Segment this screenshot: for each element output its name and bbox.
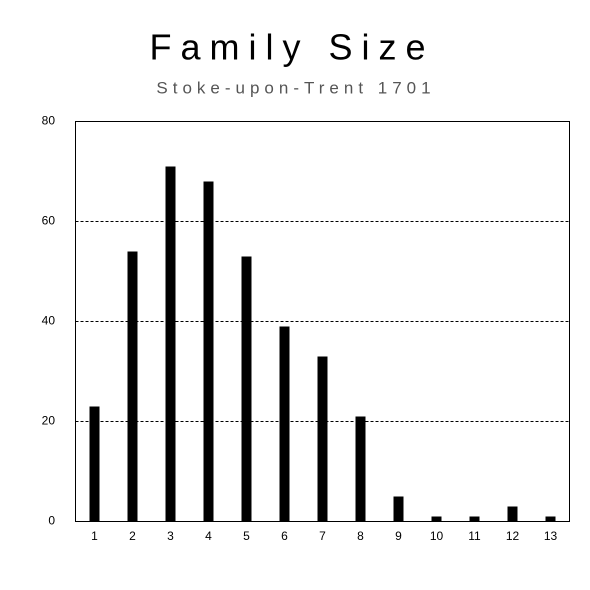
bar: [317, 356, 328, 522]
x-tick-label: 5: [243, 529, 250, 543]
x-tick-label: 6: [281, 529, 288, 543]
x-tick-label: 8: [357, 529, 364, 543]
y-tick-label: 20: [42, 414, 56, 428]
bar: [393, 496, 404, 522]
x-tick-label: 3: [167, 529, 174, 543]
bar: [165, 166, 176, 522]
x-tick-label: 13: [544, 529, 558, 543]
chart-subtitle: Stoke-upon-Trent 1701: [156, 78, 435, 97]
bar: [431, 516, 442, 522]
y-tick-label: 40: [42, 314, 56, 328]
bar: [469, 516, 480, 522]
y-tick-label: 0: [48, 514, 55, 528]
bar: [89, 406, 100, 522]
x-tick-label: 11: [468, 529, 481, 543]
x-tick-label: 12: [506, 529, 520, 543]
x-tick-label: 1: [91, 529, 98, 543]
bar: [203, 181, 214, 522]
x-tick-label: 2: [129, 529, 136, 543]
x-tick-label: 7: [319, 529, 326, 543]
chart-title: Family Size: [149, 27, 434, 68]
x-tick-label: 9: [395, 529, 402, 543]
y-tick-label: 80: [42, 114, 56, 128]
x-tick-label: 4: [205, 529, 212, 543]
bar: [507, 506, 518, 522]
y-tick-label: 60: [42, 214, 56, 228]
bar: [545, 516, 556, 522]
bar: [355, 416, 366, 522]
bar: [127, 251, 138, 522]
bar: [241, 256, 252, 522]
x-tick-label: 10: [430, 529, 444, 543]
bar: [279, 326, 290, 522]
